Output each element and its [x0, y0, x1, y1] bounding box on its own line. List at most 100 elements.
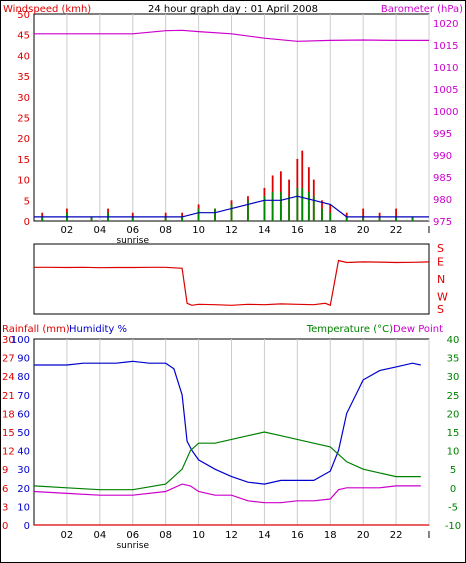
temperature-tick-label: 35: [447, 354, 460, 365]
wind-x-tick-label: 22: [390, 225, 403, 236]
dewpoint-axis-title: Dew Point: [393, 324, 443, 335]
wind-x-tick-label: 06: [126, 225, 139, 236]
humidity-tick-label: 80: [17, 372, 30, 383]
wind-x-tick-label: 08: [159, 225, 172, 236]
wind-y-tick-label: 30: [17, 93, 30, 104]
wind-bar: [263, 196, 266, 221]
wind-y-tick-label: 40: [17, 51, 30, 62]
wind-y-tick-label: 25: [17, 114, 30, 125]
wind-x-tick-label: 18: [324, 225, 337, 236]
barometer-y-tick-label: 980: [433, 195, 452, 206]
barometer-y-tick-label: 975: [433, 217, 452, 228]
wind-bar: [214, 208, 216, 221]
wind-x-tick-label: 12: [225, 225, 238, 236]
direction-tick-label: S: [437, 303, 444, 316]
humidity-line: [34, 360, 421, 485]
wind-bar: [131, 216, 134, 221]
weather-x-tick-label: 10: [192, 530, 205, 541]
humidity-tick-label: 0: [24, 521, 30, 532]
wind-x-tick-label: 14: [258, 225, 271, 236]
wind-y-tick-label: 35: [17, 72, 30, 83]
rainfall-tick-label: 30: [2, 335, 15, 346]
wind-bar: [288, 196, 291, 221]
wind-average-line: [34, 195, 429, 218]
barometer-y-tick-label: 1015: [433, 41, 458, 52]
barometer-axis-title: Barometer (hPa): [381, 4, 463, 15]
wind-x-tick-label: 20: [357, 225, 370, 236]
barometer-y-tick-label: 1010: [433, 63, 458, 74]
wind-y-tick-label: 5: [24, 196, 30, 207]
temperature-tick-label: -10: [445, 521, 461, 532]
weather-x-tick-label: 14: [258, 530, 271, 541]
rainfall-tick-label: 27: [2, 354, 15, 365]
wind-bar: [164, 216, 167, 221]
wind-bar: [197, 208, 200, 221]
humidity-tick-label: 60: [17, 409, 30, 420]
chart-title: 24 hour graph day : 01 April 2008: [148, 4, 318, 15]
wind-bar: [296, 187, 299, 221]
direction-tick-label: W: [437, 291, 448, 304]
wind-y-tick-label: 0: [24, 217, 30, 228]
temperature-axis-title: Temperature (°C): [306, 324, 393, 335]
wind-bar: [362, 208, 365, 221]
wind-x-tick-label: 10: [192, 225, 205, 236]
weather-x-tick-label: 18: [324, 530, 337, 541]
weather-x-tick-label: 12: [225, 530, 238, 541]
wind-bar: [321, 208, 323, 221]
direction-tick-label: E: [437, 256, 444, 269]
temperature-tick-label: 20: [447, 409, 460, 420]
humidity-axis-title: Humidity %: [69, 324, 127, 335]
barometer-y-tick-label: 1005: [433, 85, 458, 96]
rainfall-tick-label: 9: [2, 465, 8, 476]
wind-bar: [279, 192, 282, 221]
wind-y-tick-label: 45: [17, 31, 30, 42]
sunrise-label: sunrise: [116, 236, 149, 246]
wind-bar: [395, 216, 397, 221]
temperature-tick-label: 25: [447, 391, 460, 402]
wind-x-tick-label: 04: [93, 225, 106, 236]
humidity-tick-label: 70: [17, 391, 30, 402]
wind-bar: [230, 204, 233, 221]
weather-x-tick-label: 04: [93, 530, 106, 541]
wind-bar: [247, 200, 249, 221]
wind-bar: [301, 187, 304, 221]
wind-bar: [362, 216, 365, 221]
sunrise-label: sunrise: [116, 541, 149, 551]
barometer-y-tick-label: 990: [433, 151, 452, 162]
wind-bar: [312, 196, 315, 221]
wind-y-tick-label: 10: [17, 176, 30, 187]
temperature-tick-label: -5: [448, 502, 458, 513]
weather-x-tick-label: 02: [61, 530, 74, 541]
wind-bar: [301, 150, 304, 221]
rainfall-tick-label: 12: [2, 447, 15, 458]
rainfall-tick-label: 0: [2, 521, 8, 532]
rainfall-tick-label: 6: [2, 484, 8, 495]
wind-axis-title: Windspeed (kmh): [3, 4, 91, 15]
wind-bar: [395, 208, 397, 221]
wind-bar: [378, 216, 381, 221]
direction-tick-label: N: [437, 273, 445, 286]
weather-x-tick-label: 22: [390, 530, 403, 541]
direction-plot-area: [33, 243, 430, 315]
wind-y-tick-label: 15: [17, 155, 30, 166]
wind-bar: [411, 216, 414, 221]
rainfall-tick-label: 15: [2, 428, 15, 439]
weather-x-tick-label: 06: [126, 530, 139, 541]
wind-x-tick-label: 16: [291, 225, 304, 236]
weather-x-tick-label: I: [428, 530, 431, 541]
humidity-tick-label: 40: [17, 447, 30, 458]
barometer-y-tick-label: 985: [433, 173, 452, 184]
weather-x-tick-label: 08: [159, 530, 172, 541]
dewpoint-line: [33, 483, 421, 504]
barometer-line: [34, 29, 429, 42]
weather-x-tick-label: 20: [357, 530, 370, 541]
temperature-tick-label: 15: [447, 428, 460, 439]
rainfall-tick-label: 21: [2, 391, 15, 402]
temperature-tick-label: 40: [447, 335, 460, 346]
rainfall-tick-label: 18: [2, 409, 15, 420]
rainfall-tick-label: 24: [2, 372, 15, 383]
wind-direction-line: [34, 259, 430, 307]
wind-bar: [271, 192, 274, 221]
